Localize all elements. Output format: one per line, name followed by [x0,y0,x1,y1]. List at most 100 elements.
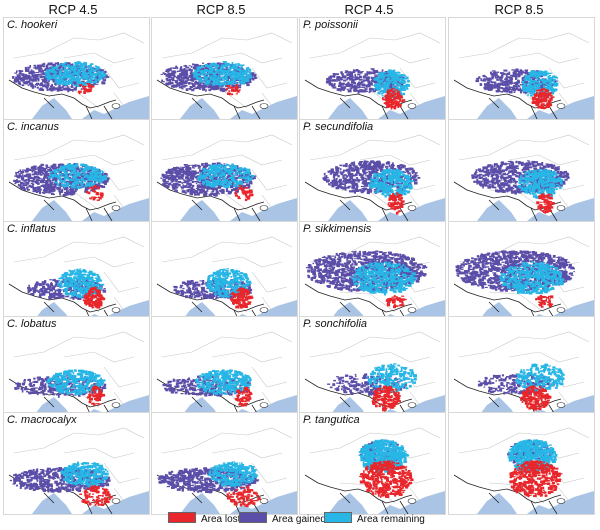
area-lost-patch [371,385,401,412]
map-panel: P. sikkimensis [299,221,446,324]
area-remaining-patch [46,369,106,396]
legend-area-gained: Area gained [239,512,326,525]
area-gained-patch [160,62,258,93]
country-border [156,181,265,221]
island [111,402,121,408]
sea-area [32,96,149,119]
map-svg [156,331,297,418]
province-lines [13,134,145,216]
map-svg [453,134,594,221]
area-remaining-patch [192,61,253,87]
area-lost-patch [385,295,407,309]
province-lines [161,134,293,216]
area-remaining-patch [517,169,564,199]
legend-area-remaining-swatch [324,512,352,523]
species-label: P. sikkimensis [303,223,372,235]
province-lines [458,134,590,216]
species-label: C. hookeri [7,19,58,31]
map-svg [8,236,149,323]
island [556,205,566,211]
map-panel: C. inflatus [3,221,150,324]
area-lost-patch [387,192,405,215]
legend-area-lost: Area lost [168,512,240,525]
map-svg [8,331,149,418]
map-panel: P. tangutica [299,412,446,515]
map-svg [304,331,445,418]
map-svg [453,427,594,514]
map-svg [304,32,445,119]
country-border [304,474,413,514]
sea-area [328,198,445,221]
area-lost-patch [520,385,552,411]
province-lines [161,331,293,413]
sea-area [180,491,297,514]
sea-area [477,198,594,221]
country-border [8,283,117,323]
sea-area [32,491,149,514]
map-panel [448,119,595,222]
province-lines [458,32,590,114]
map-panel [151,412,298,515]
map-svg [156,134,297,221]
island [556,402,566,408]
sea-area [32,198,149,221]
island [407,103,417,109]
country-border [8,79,117,119]
map-svg [304,236,445,323]
map-panel [448,412,595,515]
map-panel [448,316,595,419]
island [259,307,269,313]
island [259,103,269,109]
country-border [304,79,413,119]
area-lost-patch [77,83,95,95]
area-lost-patch [234,386,253,407]
sea-area [477,96,594,119]
country-border [304,378,413,418]
country-border [453,181,562,221]
area-lost-patch [82,287,106,309]
area-lost-patch [86,185,104,201]
map-panel: C. macrocalyx [3,412,150,515]
species-label: C. lobatus [7,318,57,330]
species-label: P. secundifolia [303,121,374,133]
area-remaining-patch [197,163,255,189]
country-border [453,79,562,119]
legend-area-remaining: Area remaining [324,512,425,525]
area-remaining-patch [48,163,107,189]
island [111,205,121,211]
map-panel: C. lobatus [3,316,150,419]
island [111,307,121,313]
map-svg [8,427,149,514]
area-lost-patch [509,460,563,498]
province-lines [161,32,293,114]
legend-area-gained-swatch [239,512,267,523]
map-panel [448,221,595,324]
map-svg [453,331,594,418]
map-panel [448,17,595,120]
map-svg [453,32,594,119]
area-lost-patch [234,184,254,201]
island [407,402,417,408]
country-border [156,79,265,119]
species-label: P. sonchifolia [303,318,368,330]
country-border [8,181,117,221]
sea-area [477,491,594,514]
species-label: C. inflatus [7,223,56,235]
island [259,402,269,408]
island [259,498,269,504]
country-border [453,378,562,418]
column-header-4: RCP 8.5 [494,2,544,17]
legend-area-gained-label: Area gained [272,514,326,525]
map-panel [151,316,298,419]
area-lost-patch [535,294,554,308]
legend-area-lost-label: Area lost [201,514,241,525]
area-lost-patch [226,485,261,508]
island [407,307,417,313]
sea-area [328,96,445,119]
species-label: C. incanus [7,121,59,133]
area-lost-patch [225,84,241,96]
island [407,498,417,504]
column-header-2: RCP 8.5 [196,2,246,17]
map-svg [156,236,297,323]
map-svg [156,427,297,514]
